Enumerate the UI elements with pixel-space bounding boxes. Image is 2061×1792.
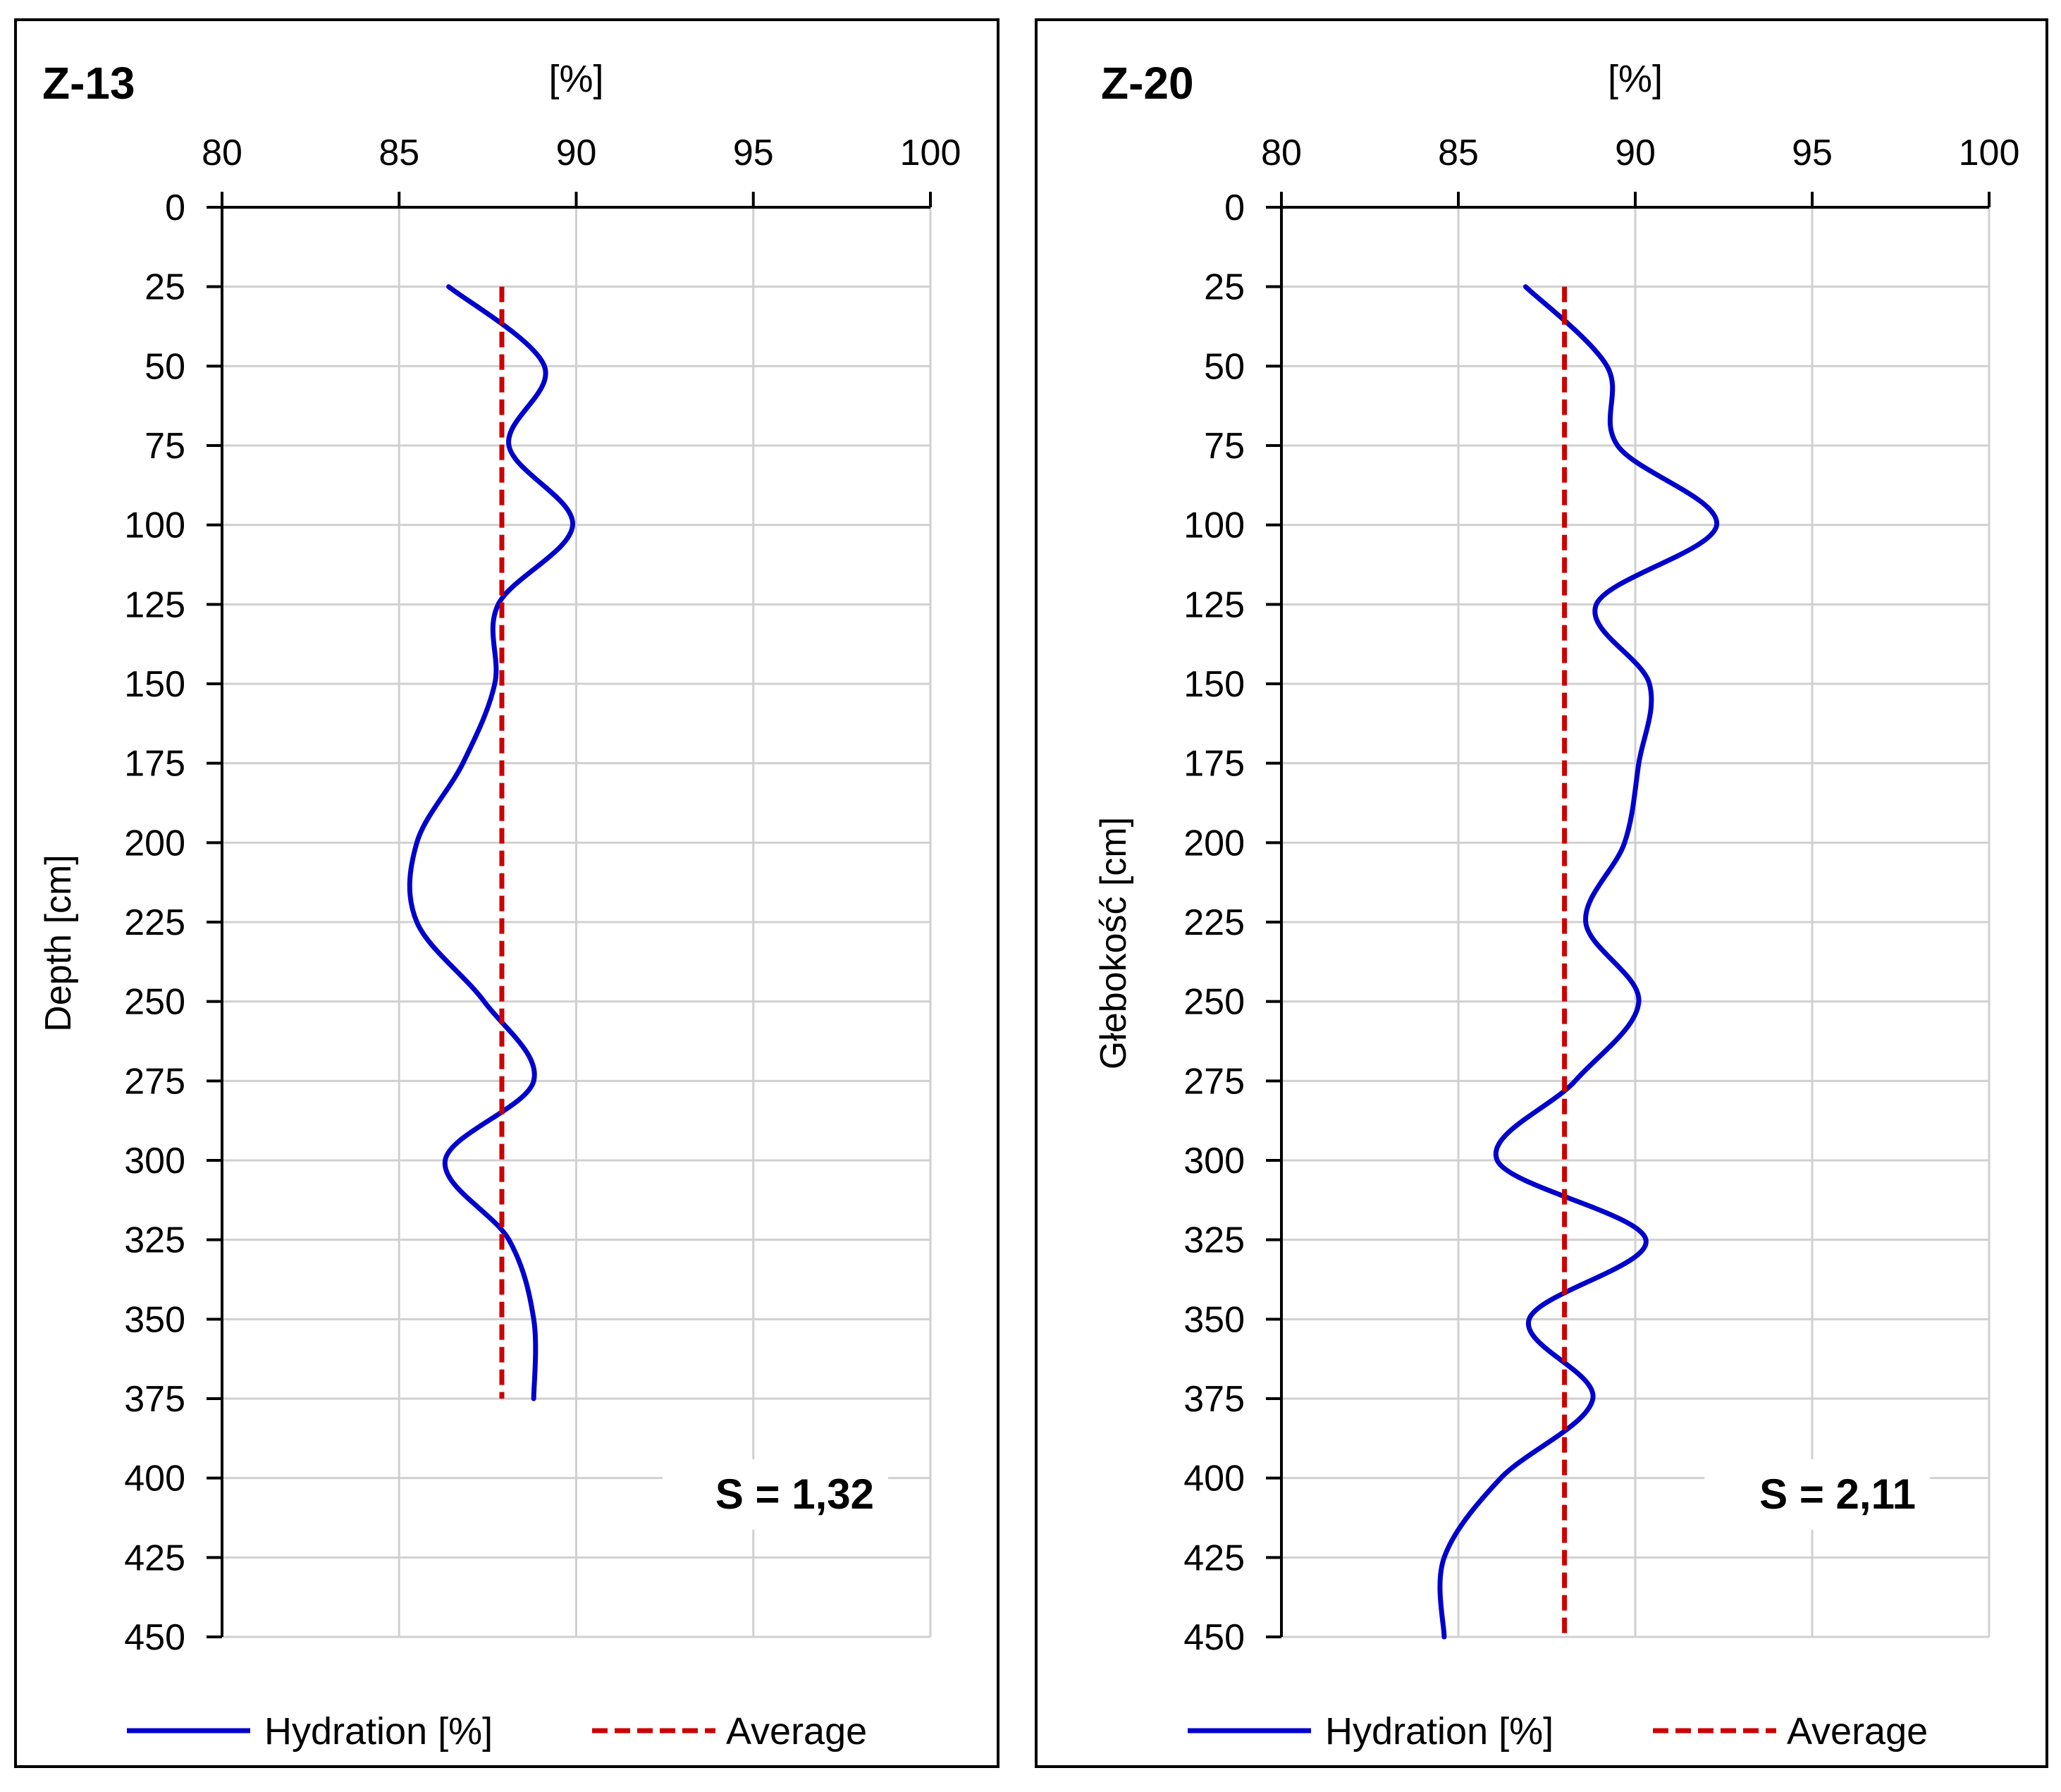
x-tick-label: 100 [1959, 133, 2020, 173]
y-tick-label: 25 [1204, 267, 1245, 308]
y-tick-label: 0 [1224, 188, 1245, 228]
y-tick-label: 300 [1183, 1141, 1245, 1182]
y-tick-label: 350 [124, 1299, 185, 1340]
y-tick-label: 175 [1183, 744, 1245, 785]
std-dev-annotation: S = 2,11 [1759, 1471, 1916, 1518]
series-line-hydration [407, 284, 576, 1401]
x-tick-label: 95 [1792, 133, 1833, 173]
y-tick-label: 75 [144, 426, 185, 467]
y-tick-label: 400 [1183, 1459, 1245, 1499]
y-tick-label: 375 [124, 1379, 185, 1420]
x-tick-label: 90 [1615, 133, 1656, 173]
x-axis-title: [%] [1608, 58, 1663, 100]
x-tick-label: 80 [202, 133, 242, 173]
legend-label-hydration: Hydration [%] [264, 1710, 493, 1753]
y-tick-label: 275 [124, 1061, 185, 1102]
y-tick-label: 425 [1183, 1538, 1245, 1578]
legend-label-hydration: Hydration [%] [1325, 1710, 1554, 1753]
legend: Hydration [%] Average [127, 1710, 867, 1753]
y-axis-title: Depth [cm] [38, 854, 79, 1031]
x-tick-label: 85 [1438, 133, 1479, 173]
y-tick-label: 325 [124, 1220, 185, 1261]
gridlines [1281, 207, 1991, 1638]
y-tick-label: 125 [1183, 584, 1245, 625]
y-tick-label: 350 [1183, 1299, 1245, 1340]
y-tick-label: 400 [124, 1459, 185, 1499]
y-tick-label: 50 [1204, 346, 1245, 387]
std-dev-annotation: S = 1,32 [715, 1471, 874, 1518]
y-tick-label: 450 [1183, 1617, 1245, 1658]
chart-panel-1: 80 85 90 95 100 0 25 50 75 100 125 150 175 200 225 250 2… [14, 18, 999, 1768]
stat-box [663, 1459, 888, 1530]
legend-label-average: Average [726, 1710, 867, 1753]
y-tick-label: 375 [1183, 1379, 1245, 1420]
y-tick-label: 425 [124, 1538, 185, 1578]
y-tick-label: 250 [124, 982, 185, 1023]
y-tick-label: 225 [124, 902, 185, 943]
y-tick-label: 300 [124, 1141, 185, 1182]
x-tick-label: 100 [900, 133, 961, 173]
legend: Hydration [%] Average [1188, 1710, 1928, 1753]
y-tick-label: 125 [124, 584, 185, 625]
y-tick-label: 150 [1183, 664, 1245, 705]
y-axis-title: Głebokość [cm] [1093, 817, 1134, 1069]
y-tick-label: 450 [124, 1617, 185, 1658]
x-tick-label: 90 [556, 133, 597, 173]
y-tick-label: 250 [1183, 982, 1245, 1023]
y-tick-label: 100 [1183, 505, 1245, 546]
y-tick-label: 0 [165, 188, 185, 228]
y-tick-label: 150 [124, 664, 185, 705]
y-tick-label: 75 [1204, 426, 1245, 467]
x-axis-title: [%] [548, 58, 603, 100]
y-tick-label: 225 [1183, 902, 1245, 943]
x-tick-label: 85 [379, 133, 419, 173]
y-tick-label: 175 [124, 744, 185, 785]
y-tick-label: 200 [1183, 823, 1245, 864]
y-tick-label: 25 [144, 267, 185, 308]
stat-box [1704, 1459, 1930, 1530]
x-tick-label: 80 [1261, 133, 1302, 173]
y-tick-label: 200 [124, 823, 185, 864]
chart-panel-2: 80 85 90 95 100 0 25 50 75 100 125 150 175 200 225 250 2… [1035, 18, 2048, 1768]
gridlines [222, 207, 932, 1638]
y-tick-label: 275 [1183, 1061, 1245, 1102]
y-tick-label: 50 [144, 346, 185, 387]
x-tick-label: 95 [733, 133, 774, 173]
series-line-hydration [1437, 284, 1720, 1640]
legend-label-average: Average [1787, 1710, 1928, 1753]
panel-title: Z-13 [42, 58, 135, 109]
y-tick-label: 325 [1183, 1220, 1245, 1261]
panel-title: Z-20 [1101, 58, 1194, 109]
y-tick-label: 100 [124, 505, 185, 546]
